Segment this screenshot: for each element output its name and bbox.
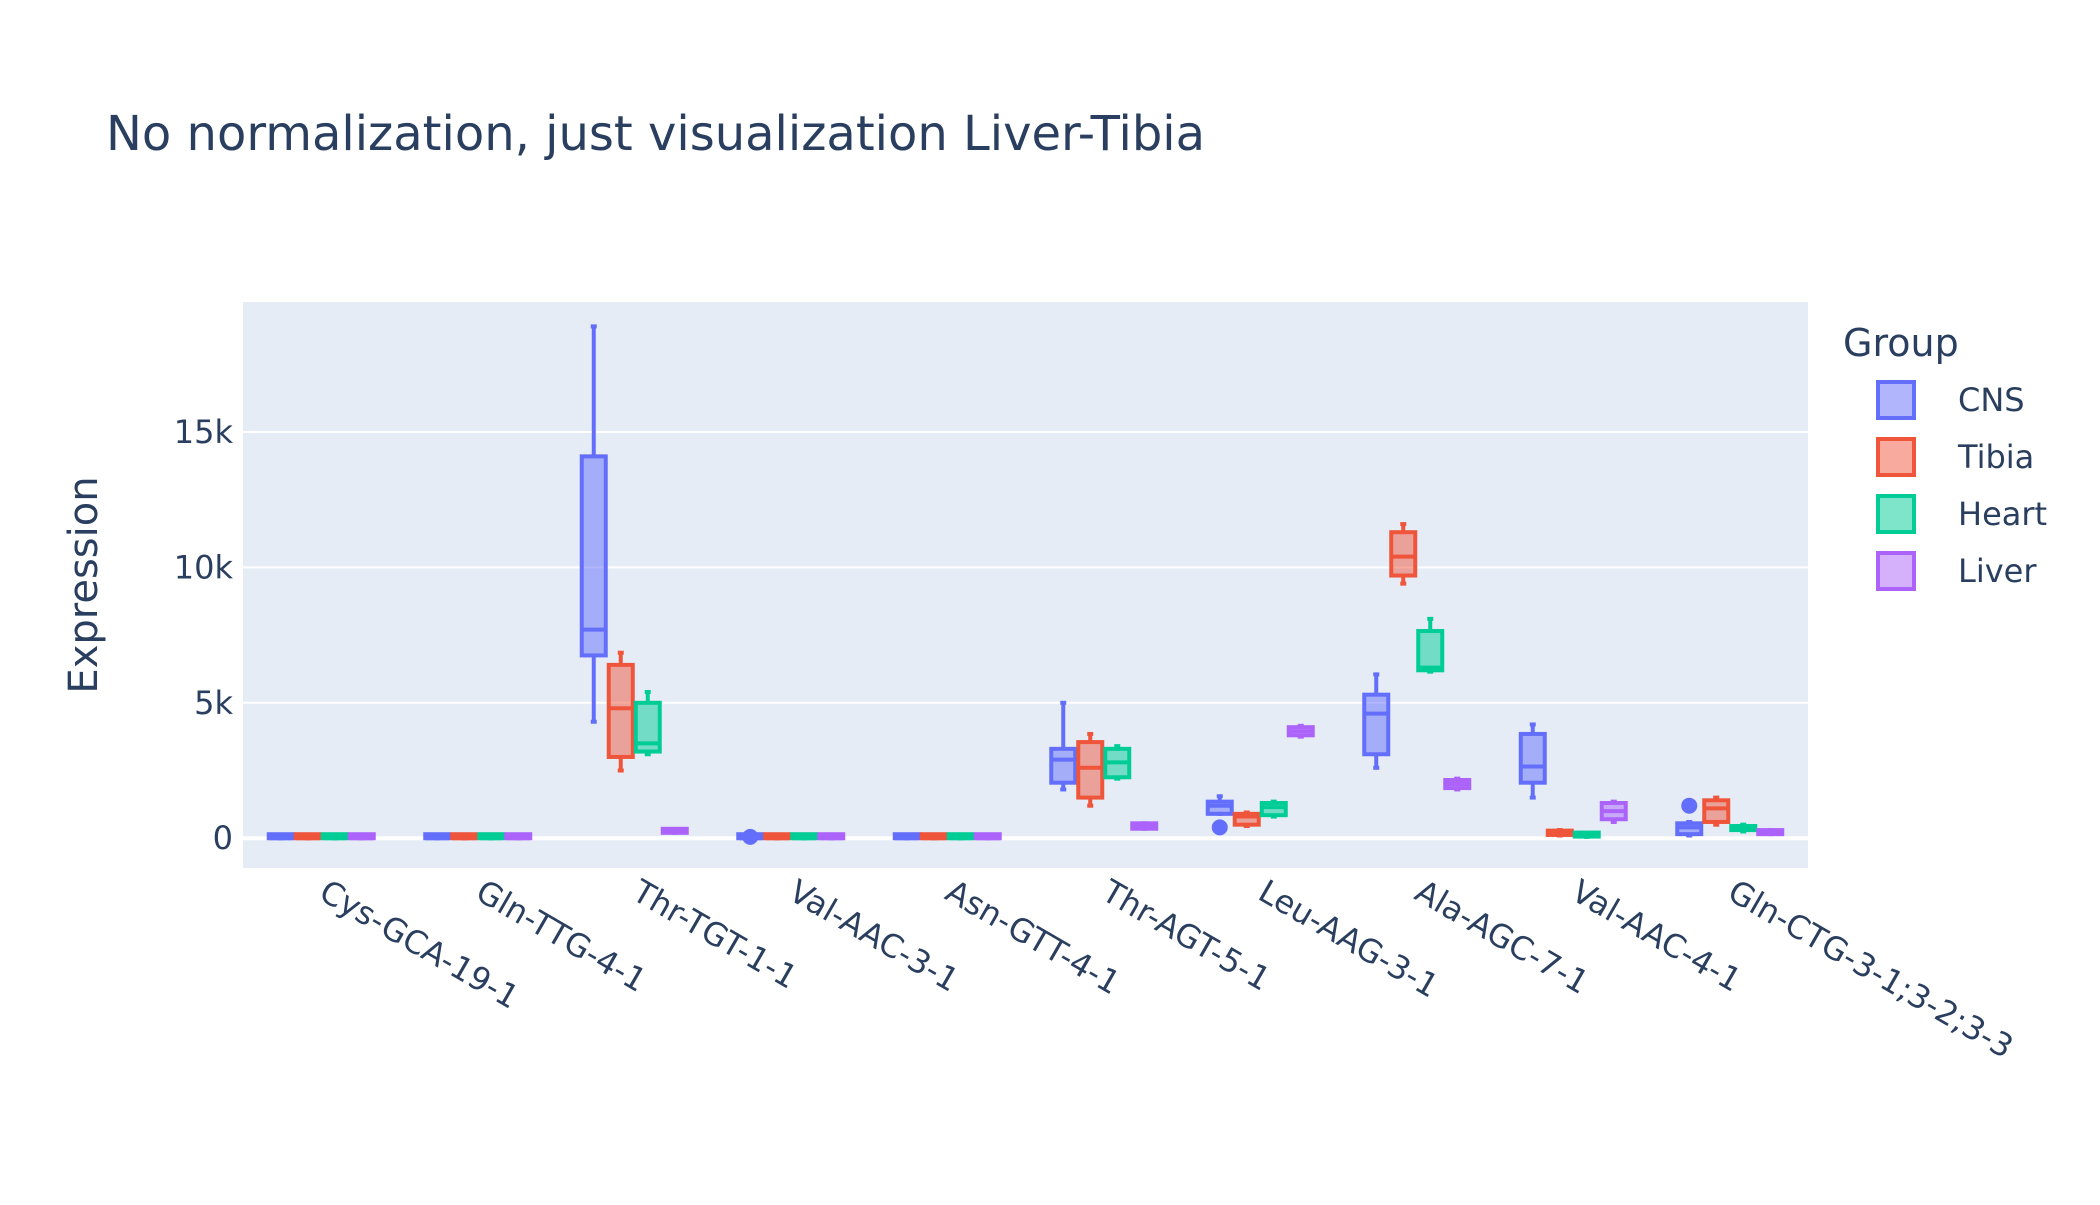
y-tick-label: 5k xyxy=(194,684,233,722)
box-cns-gln-ctg-3-1-3-2-3-3 xyxy=(1675,797,1704,838)
box-tibia-gln-ctg-3-1-3-2-3-3 xyxy=(1702,795,1731,827)
box-heart-leu-aag-3-1 xyxy=(1259,799,1288,819)
series-cns xyxy=(266,324,1704,845)
box-cns-asn-gtt-4-1 xyxy=(892,832,921,841)
legend-swatch xyxy=(1876,380,1916,420)
box-iqr xyxy=(1232,811,1261,827)
box-tibia-val-aac-4-1 xyxy=(1545,828,1574,838)
box-traces xyxy=(266,324,1785,845)
box-tibia-cys-gca-19-1 xyxy=(293,832,322,841)
box-liver-leu-aag-3-1 xyxy=(1286,723,1315,739)
outlier-point xyxy=(1211,819,1228,836)
legend-swatch xyxy=(1876,494,1916,534)
legend-item-heart[interactable]: Heart xyxy=(1876,494,2047,534)
box-tibia-leu-aag-3-1 xyxy=(1232,810,1261,829)
box-liver-thr-tgt-1-1 xyxy=(660,826,689,835)
legend-item-tibia[interactable]: Tibia xyxy=(1876,437,2034,477)
box-iqr xyxy=(1389,530,1418,578)
x-tick-label: Val-AAC-3-1 xyxy=(783,872,966,999)
legend-swatch xyxy=(1876,437,1916,477)
series-tibia xyxy=(293,522,1731,841)
box-liver-gln-ttg-4-1 xyxy=(504,832,533,841)
box-tibia-thr-tgt-1-1 xyxy=(606,650,635,773)
box-heart-ala-agc-7-1 xyxy=(1416,616,1445,674)
box-liver-cys-gca-19-1 xyxy=(347,832,376,841)
box-heart-gln-ctg-3-1-3-2-3-3 xyxy=(1729,822,1758,834)
plot-background xyxy=(243,302,1808,868)
box-cns-val-aac-4-1 xyxy=(1518,722,1547,800)
box-cns-leu-aag-3-1 xyxy=(1205,794,1234,836)
box-liver-val-aac-3-1 xyxy=(817,832,846,841)
box-iqr xyxy=(579,454,608,658)
box-tibia-ala-agc-7-1 xyxy=(1389,522,1418,586)
legend-item-liver[interactable]: Liver xyxy=(1876,551,2037,591)
x-tick-label: Asn-GTT-4-1 xyxy=(939,872,1127,1002)
series-heart xyxy=(320,616,1758,841)
box-heart-val-aac-4-1 xyxy=(1572,830,1601,839)
box-cns-gln-ttg-4-1 xyxy=(423,832,452,841)
chart-title: No normalization, just visualization Liv… xyxy=(106,106,1205,162)
box-heart-thr-agt-5-1 xyxy=(1103,744,1132,781)
box-heart-asn-gtt-4-1 xyxy=(946,832,975,841)
x-tick-label: Val-AAC-4-1 xyxy=(1565,872,1748,999)
legend-label: Liver xyxy=(1958,552,2037,590)
box-liver-asn-gtt-4-1 xyxy=(973,832,1002,841)
box-cns-ala-agc-7-1 xyxy=(1362,672,1391,770)
box-iqr xyxy=(1702,798,1731,824)
series-liver xyxy=(347,723,1785,841)
x-axis-ticks: Cys-GCA-19-1Gln-TTG-4-1Thr-TGT-1-1Val-AA… xyxy=(313,872,2019,1066)
box-cns-cys-gca-19-1 xyxy=(266,832,295,841)
box-tibia-gln-ttg-4-1 xyxy=(450,832,479,841)
box-cns-thr-tgt-1-1 xyxy=(579,324,608,724)
box-liver-val-aac-4-1 xyxy=(1599,799,1628,824)
box-iqr xyxy=(1362,692,1391,757)
legend-title: Group xyxy=(1843,321,1959,365)
y-tick-label: 15k xyxy=(174,413,234,451)
box-iqr xyxy=(1518,731,1547,785)
box-iqr xyxy=(1049,746,1078,785)
box-cns-thr-agt-5-1 xyxy=(1049,700,1078,792)
x-tick-label: Gln-CTG-3-1;3-2;3-3 xyxy=(1722,872,2020,1066)
box-iqr xyxy=(606,662,635,759)
legend-item-cns[interactable]: CNS xyxy=(1876,380,2025,420)
legend-label: Tibia xyxy=(1957,438,2034,476)
box-liver-gln-ctg-3-1-3-2-3-3 xyxy=(1756,828,1785,837)
box-cns-val-aac-3-1 xyxy=(736,828,765,845)
box-heart-thr-tgt-1-1 xyxy=(633,689,662,757)
outlier-point xyxy=(1681,797,1698,814)
box-heart-cys-gca-19-1 xyxy=(320,832,349,841)
box-iqr xyxy=(1205,799,1234,816)
box-heart-gln-ttg-4-1 xyxy=(477,832,506,841)
legend-label: Heart xyxy=(1958,495,2047,533)
legend-swatch xyxy=(1876,551,1916,591)
legend[interactable]: Group CNS Tibia Heart Liver xyxy=(1843,321,2047,591)
box-iqr xyxy=(1076,740,1105,800)
box-tibia-asn-gtt-4-1 xyxy=(919,832,948,841)
box-tibia-val-aac-3-1 xyxy=(763,832,792,841)
box-liver-ala-agc-7-1 xyxy=(1443,776,1472,792)
box-liver-thr-agt-5-1 xyxy=(1130,821,1159,831)
x-tick-label: Thr-TGT-1-1 xyxy=(625,872,803,997)
outlier-point xyxy=(742,828,759,845)
y-axis-ticks: 0 5k 10k 15k xyxy=(174,413,234,857)
box-iqr xyxy=(1259,801,1288,818)
box-tibia-thr-agt-5-1 xyxy=(1076,731,1105,808)
box-heart-val-aac-3-1 xyxy=(790,832,819,841)
y-tick-label: 10k xyxy=(174,548,234,586)
y-tick-label: 0 xyxy=(213,819,233,857)
legend-label: CNS xyxy=(1958,381,2025,419)
box-iqr xyxy=(1416,629,1445,673)
x-tick-label: Thr-AGT-5-1 xyxy=(1095,872,1277,999)
y-axis-title: Expression xyxy=(61,476,107,693)
